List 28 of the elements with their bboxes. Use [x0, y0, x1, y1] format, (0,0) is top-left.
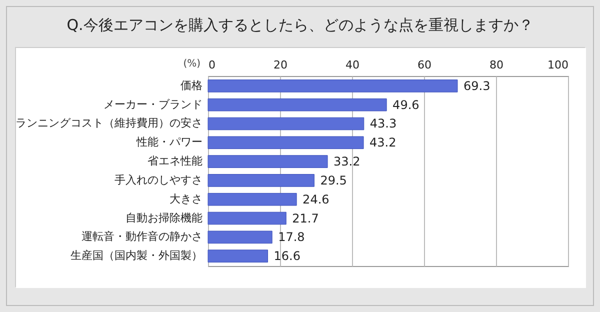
- y-tick-label: ランニングコスト（維持費用）の安さ: [16, 116, 202, 130]
- x-tick-label: 20: [274, 58, 288, 72]
- x-axis-title: (%): [183, 58, 201, 70]
- data-label: 21.7: [292, 211, 319, 226]
- data-label: 43.2: [370, 136, 396, 150]
- y-tick-label: 自動お掃除機能: [126, 211, 202, 224]
- y-tick-label: 手入れのしやすさ: [114, 173, 202, 186]
- y-tick-label: 省エネ性能: [148, 154, 202, 168]
- y-tick-label: 大きさ: [170, 192, 202, 206]
- x-tick-label: 0: [208, 58, 216, 72]
- data-label: 17.8: [278, 230, 305, 244]
- data-label: 24.6: [302, 192, 330, 206]
- data-label: 16.6: [274, 249, 300, 264]
- data-label: 43.3: [370, 116, 397, 131]
- y-tick-label: メーカー・ブランド: [104, 98, 202, 111]
- data-label: 69.3: [463, 78, 490, 93]
- y-tick-label: 生産国（国内製・外国製）: [70, 249, 202, 262]
- y-tick-label: 性能・パワー: [136, 136, 202, 149]
- y-tick-label: 価格: [180, 78, 202, 92]
- y-tick-label: 運転音・動作音の静かさ: [82, 230, 202, 244]
- x-tick-label: 100: [548, 58, 568, 72]
- data-label: 29.5: [320, 173, 347, 188]
- data-label: 33.2: [334, 154, 360, 169]
- data-label: 49.6: [392, 98, 420, 112]
- x-tick-label: 80: [490, 58, 504, 72]
- chart-title: Q.今後エアコンを購入するとしたら、どのような点を重視しますか？: [66, 15, 534, 36]
- x-tick-label: 40: [346, 58, 360, 72]
- x-tick-label: 60: [418, 58, 432, 72]
